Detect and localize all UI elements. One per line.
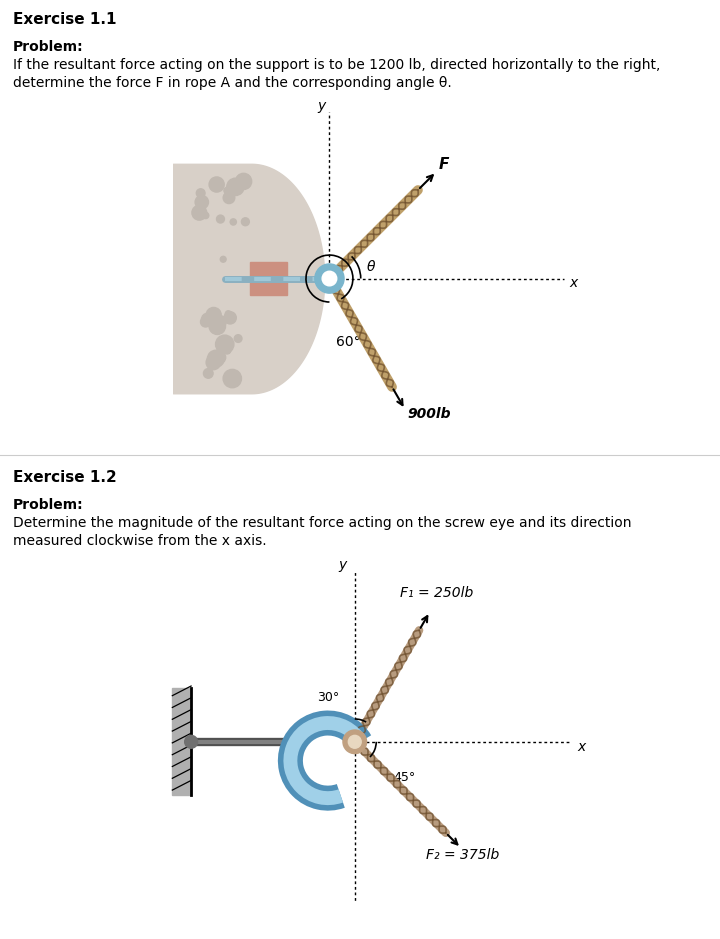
Text: x: x <box>577 740 585 754</box>
Text: Problem:: Problem: <box>13 498 84 512</box>
Circle shape <box>202 212 209 219</box>
Circle shape <box>220 256 226 262</box>
Text: determine the force F in rope A and the corresponding angle θ.: determine the force F in rope A and the … <box>13 76 451 90</box>
Text: F₂ = 375lb: F₂ = 375lb <box>426 848 499 862</box>
Circle shape <box>210 318 222 331</box>
Circle shape <box>315 264 344 293</box>
Text: Exercise 1.2: Exercise 1.2 <box>13 470 117 485</box>
Circle shape <box>184 735 197 748</box>
Circle shape <box>204 369 213 378</box>
Circle shape <box>209 177 224 192</box>
Text: F₁ = 250lb: F₁ = 250lb <box>400 586 473 600</box>
Circle shape <box>202 314 214 326</box>
Circle shape <box>225 311 231 316</box>
Text: F: F <box>438 157 449 172</box>
Circle shape <box>322 271 337 285</box>
Text: 60°: 60° <box>336 335 360 349</box>
Circle shape <box>348 735 361 748</box>
Text: 45°: 45° <box>393 771 415 784</box>
Text: Problem:: Problem: <box>13 40 84 54</box>
Circle shape <box>224 312 236 324</box>
Text: Exercise 1.1: Exercise 1.1 <box>13 12 117 27</box>
Text: 900lb: 900lb <box>408 407 451 421</box>
Bar <box>172 688 191 795</box>
Text: Determine the magnitude of the resultant force acting on the screw eye and its d: Determine the magnitude of the resultant… <box>13 516 631 530</box>
Text: measured clockwise from the x axis.: measured clockwise from the x axis. <box>13 534 266 548</box>
Text: θ: θ <box>367 260 375 274</box>
Circle shape <box>223 369 241 388</box>
Circle shape <box>192 206 207 220</box>
Circle shape <box>230 219 236 225</box>
Circle shape <box>227 178 244 195</box>
Circle shape <box>200 316 211 327</box>
Circle shape <box>215 335 234 353</box>
Circle shape <box>209 318 225 334</box>
Circle shape <box>343 730 366 754</box>
Text: 30°: 30° <box>318 691 340 704</box>
Circle shape <box>217 215 225 223</box>
Circle shape <box>223 346 231 354</box>
Circle shape <box>223 192 235 204</box>
Circle shape <box>241 218 249 225</box>
Text: y: y <box>338 558 347 572</box>
Text: x: x <box>570 276 577 290</box>
Circle shape <box>234 334 242 343</box>
Circle shape <box>214 351 225 363</box>
Circle shape <box>197 189 205 197</box>
Circle shape <box>212 316 226 329</box>
Circle shape <box>195 195 209 208</box>
Circle shape <box>225 345 230 350</box>
Circle shape <box>235 174 252 190</box>
Circle shape <box>224 187 230 193</box>
Circle shape <box>206 307 221 323</box>
Text: If the resultant force acting on the support is to be 1200 lb, directed horizont: If the resultant force acting on the sup… <box>13 58 660 72</box>
Bar <box>250 262 287 295</box>
Circle shape <box>207 350 225 367</box>
Text: y: y <box>317 100 325 114</box>
Circle shape <box>206 355 220 370</box>
